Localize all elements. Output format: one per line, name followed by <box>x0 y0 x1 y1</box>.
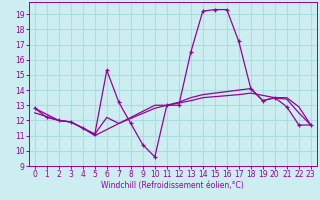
X-axis label: Windchill (Refroidissement éolien,°C): Windchill (Refroidissement éolien,°C) <box>101 181 244 190</box>
